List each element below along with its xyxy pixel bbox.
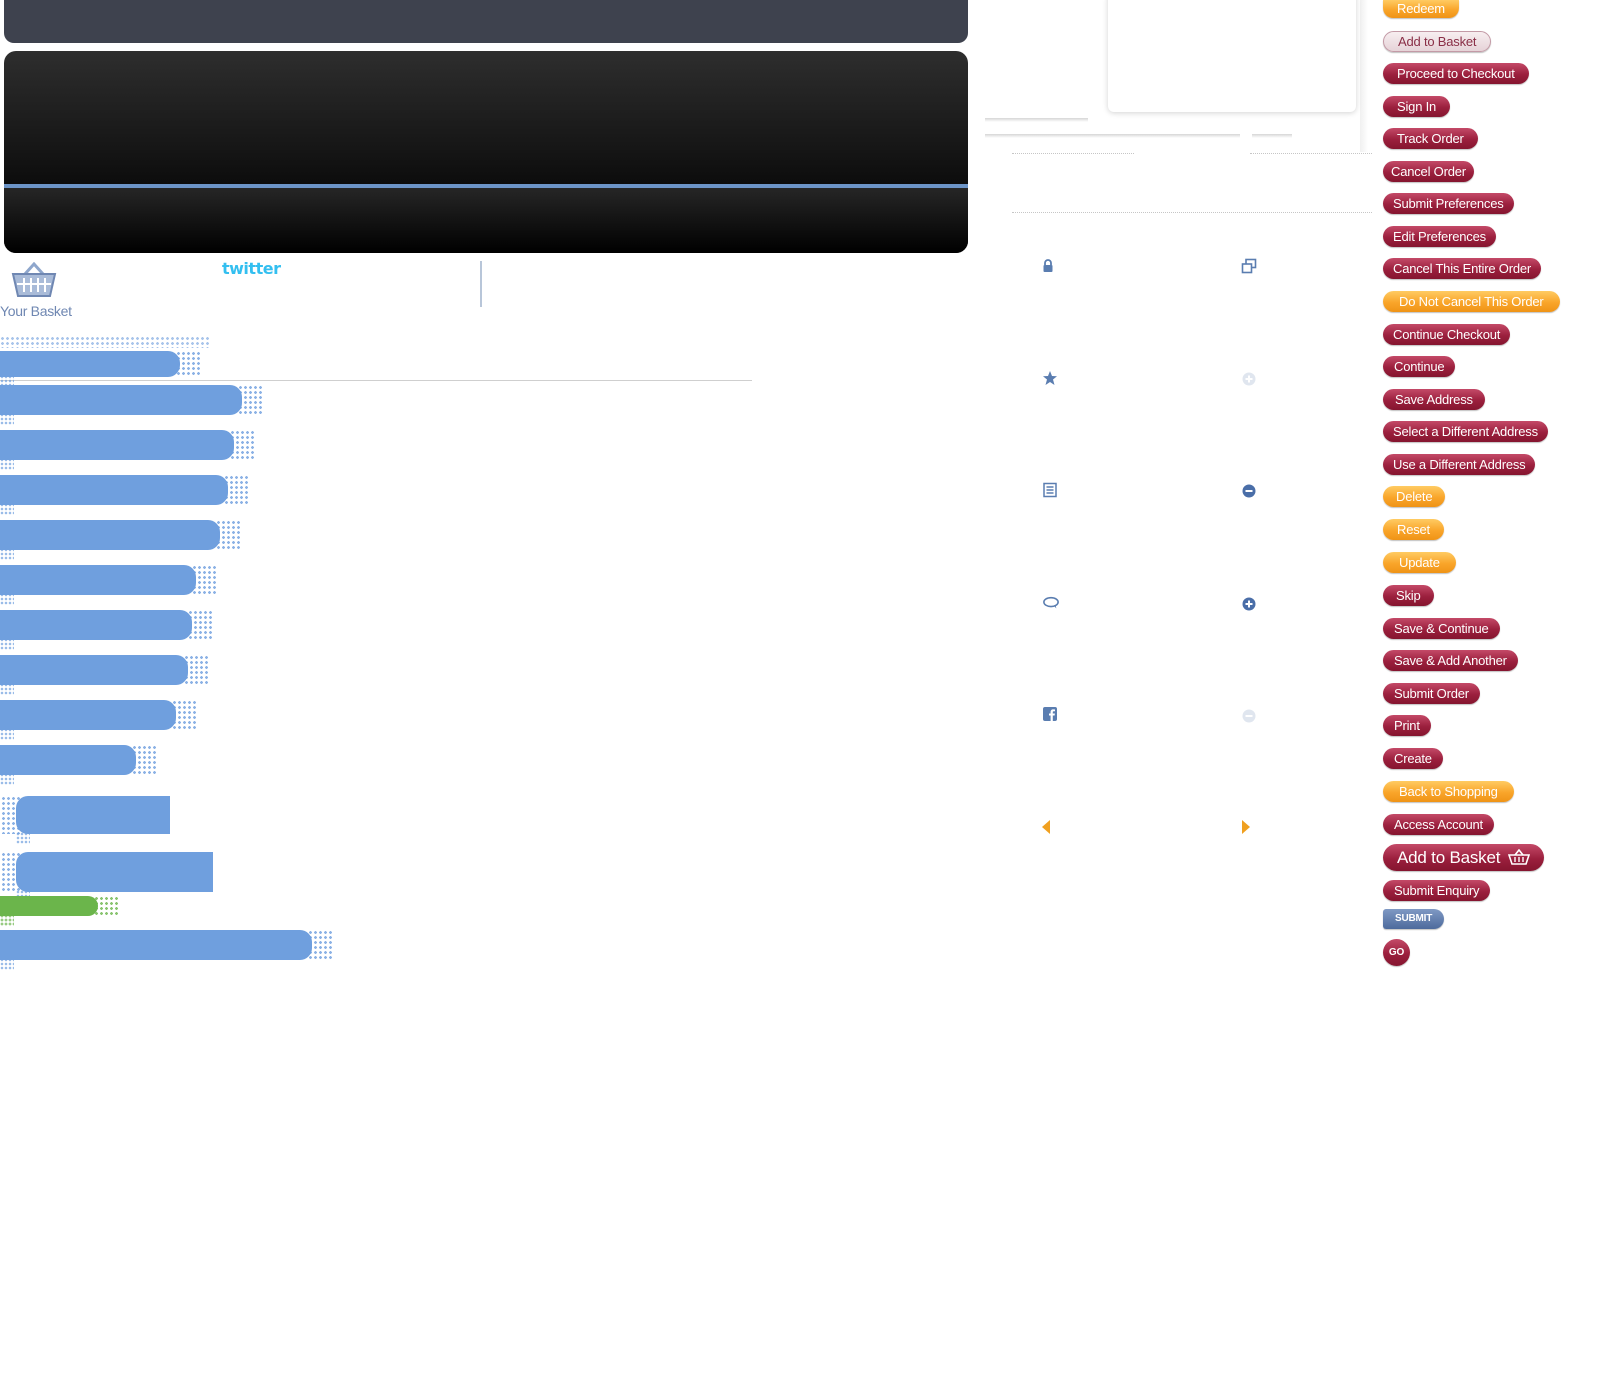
brush-strip xyxy=(0,520,240,560)
submit-order-button[interactable]: Submit Order xyxy=(1383,683,1480,704)
brush-strip-green xyxy=(0,896,118,926)
add-to-basket-large-label: Add to Basket xyxy=(1397,848,1501,867)
brush-strip xyxy=(0,700,196,740)
do-not-cancel-order-button[interactable]: Do Not Cancel This Order xyxy=(1383,291,1560,312)
twitter-logo[interactable]: twitter xyxy=(222,259,281,278)
create-button[interactable]: Create xyxy=(1383,748,1443,769)
track-order-button[interactable]: Track Order xyxy=(1383,128,1478,149)
header-bar-top xyxy=(4,0,968,43)
basket-label[interactable]: Your Basket xyxy=(0,303,72,319)
cancel-entire-order-button[interactable]: Cancel This Entire Order xyxy=(1383,258,1542,279)
brush-strip xyxy=(0,351,200,387)
panel-shadow xyxy=(1360,0,1368,152)
plus-circle-icon[interactable] xyxy=(1240,595,1258,613)
popup-window-icon[interactable] xyxy=(1240,257,1258,275)
brush-strip xyxy=(0,745,156,785)
submit-button[interactable]: SUBMIT xyxy=(1383,909,1445,929)
edit-preferences-button[interactable]: Edit Preferences xyxy=(1383,226,1496,247)
minus-circle-icon[interactable] xyxy=(1240,482,1258,500)
horizontal-divider xyxy=(0,380,752,381)
arrow-right-icon[interactable] xyxy=(1236,818,1254,836)
save-and-continue-button[interactable]: Save & Continue xyxy=(1383,618,1500,639)
brush-strip xyxy=(0,475,248,515)
header-bar-main xyxy=(4,51,968,253)
brush-strip xyxy=(0,385,262,425)
update-button[interactable]: Update xyxy=(1383,552,1456,573)
skip-button[interactable]: Skip xyxy=(1383,585,1434,606)
print-button[interactable]: Print xyxy=(1383,715,1431,736)
brush-dots xyxy=(0,336,210,348)
select-different-address-button[interactable]: Select a Different Address xyxy=(1383,421,1548,442)
basket-icon xyxy=(1508,846,1531,873)
proceed-to-checkout-button[interactable]: Proceed to Checkout xyxy=(1383,63,1529,84)
cancel-order-button[interactable]: Cancel Order xyxy=(1383,161,1474,182)
use-different-address-button[interactable]: Use a Different Address xyxy=(1383,454,1536,475)
tab-edge xyxy=(985,134,1240,138)
star-icon[interactable] xyxy=(1041,369,1059,387)
sign-in-button[interactable]: Sign In xyxy=(1383,96,1451,117)
brush-strip xyxy=(0,565,216,605)
plus-circle-light-icon[interactable] xyxy=(1240,370,1258,388)
submit-preferences-button[interactable]: Submit Preferences xyxy=(1383,193,1514,214)
tab-edge xyxy=(985,118,1088,122)
brush-strip-reversed xyxy=(0,852,213,902)
redeem-button[interactable]: Redeem xyxy=(1383,0,1459,18)
back-to-shopping-button[interactable]: Back to Shopping xyxy=(1383,781,1514,802)
continue-button[interactable]: Continue xyxy=(1383,356,1456,377)
brush-strip xyxy=(0,430,254,470)
access-account-button[interactable]: Access Account xyxy=(1383,814,1494,835)
save-address-button[interactable]: Save Address xyxy=(1383,389,1485,410)
delete-button[interactable]: Delete xyxy=(1383,486,1446,507)
dotted-rule xyxy=(1012,153,1134,154)
arrow-left-icon[interactable] xyxy=(1038,818,1056,836)
save-and-add-another-button[interactable]: Save & Add Another xyxy=(1383,650,1518,671)
brush-strip xyxy=(0,930,332,970)
tab-edge xyxy=(1252,134,1292,138)
brush-strip-reversed xyxy=(0,796,170,844)
header-bar-lower xyxy=(4,188,968,253)
facebook-icon[interactable] xyxy=(1041,705,1059,723)
minus-circle-light-icon[interactable] xyxy=(1240,707,1258,725)
dotted-rule xyxy=(1250,153,1372,154)
basket-icon[interactable] xyxy=(11,261,57,298)
list-icon[interactable] xyxy=(1041,481,1059,499)
dotted-rule xyxy=(1012,212,1372,213)
white-card xyxy=(1108,0,1356,112)
brush-strip xyxy=(0,610,212,650)
speech-bubble-icon[interactable] xyxy=(1042,594,1060,612)
continue-checkout-button[interactable]: Continue Checkout xyxy=(1383,324,1511,345)
lock-icon[interactable] xyxy=(1039,257,1057,275)
reset-button[interactable]: Reset xyxy=(1383,519,1444,540)
add-to-basket-large-button[interactable]: Add to Basket xyxy=(1383,844,1545,873)
vertical-divider xyxy=(480,261,482,307)
submit-enquiry-button[interactable]: Submit Enquiry xyxy=(1383,880,1491,901)
go-button[interactable]: GO xyxy=(1383,939,1410,966)
add-to-basket-button[interactable]: Add to Basket xyxy=(1383,31,1492,52)
brush-strip xyxy=(0,655,208,695)
header-accent-rule xyxy=(4,184,968,188)
